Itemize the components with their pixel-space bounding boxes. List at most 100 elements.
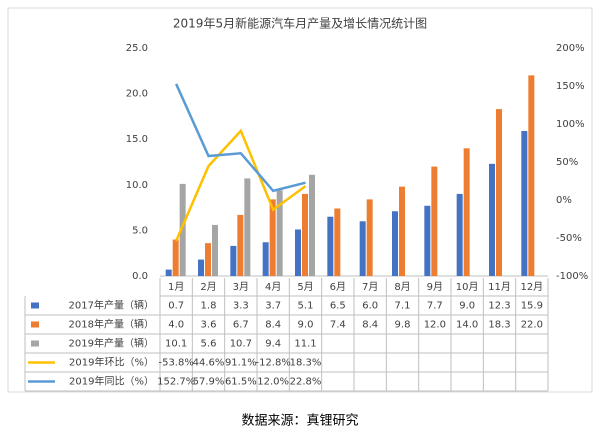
bar (269, 199, 276, 276)
table-cell: 14.0 (456, 320, 478, 331)
table-cell: 22.8% (290, 377, 322, 388)
x-tick-label: 10月 (456, 281, 479, 293)
table-cell: 1.8 (201, 301, 217, 312)
table-cell: 12.0 (424, 320, 446, 331)
x-tick-label: 11月 (488, 281, 511, 293)
table-cell: 6.7 (233, 320, 249, 331)
legend-label: 2019年产量（辆） (69, 337, 154, 350)
line (175, 83, 306, 193)
legend-label: 2019年同比（%） (69, 375, 154, 388)
table-cell: 57.9% (193, 377, 225, 388)
y-tick-label: 0.0 (132, 271, 148, 282)
table-cell: 9.4 (265, 339, 281, 350)
table-cell: 152.7% (157, 377, 195, 388)
bar (172, 239, 179, 276)
table-cell: 18.3% (290, 358, 322, 369)
table-cell: 8.4 (362, 320, 378, 331)
chart-title: 2019年5月新能源汽车月产量及增长情况统计图 (173, 16, 427, 31)
bar (521, 130, 528, 276)
y2-tick-label: 0% (556, 195, 572, 206)
table-cell: 7.4 (330, 320, 346, 331)
table-cell: 5.6 (201, 339, 217, 350)
bar (309, 174, 315, 276)
y2-tick-label: -100% (556, 271, 588, 282)
table-cell: 3.3 (233, 301, 249, 312)
table-cell: -12.8% (255, 358, 290, 369)
bar (431, 166, 438, 276)
bar (366, 199, 373, 276)
bar (424, 205, 431, 276)
bar (276, 190, 283, 276)
table-cell: 3.6 (201, 320, 217, 331)
bar (302, 193, 308, 276)
y2-tick-label: 150% (556, 81, 585, 92)
x-tick-label: 3月 (233, 281, 249, 293)
bar (456, 193, 463, 276)
legend-swatch (31, 321, 39, 328)
line (175, 128, 307, 242)
y2-tick-label: 200% (556, 43, 585, 54)
bar (392, 211, 398, 276)
x-tick-label: 5月 (297, 281, 313, 293)
table-cell: 10.1 (165, 339, 187, 350)
x-tick-label: 6月 (330, 281, 346, 293)
bar (179, 183, 186, 276)
bar (237, 214, 244, 276)
y2-tick-label: -50% (556, 233, 582, 244)
table-cell: 15.9 (521, 301, 543, 312)
table-cell: 9.0 (298, 320, 314, 331)
bar (205, 243, 211, 276)
table-cell: 61.5% (225, 377, 257, 388)
table-cell: 10.7 (230, 339, 252, 350)
bar (528, 75, 535, 276)
table-cell: 91.1% (225, 358, 257, 369)
legend-label: 2019年环比（%） (69, 356, 154, 369)
legend-swatch (31, 340, 39, 347)
x-tick-label: 2月 (200, 281, 216, 293)
table-cell: 3.7 (265, 301, 281, 312)
legend-label: 2018年产量（辆） (69, 318, 154, 331)
table-cell: 9.8 (395, 320, 411, 331)
table-cell: 6.5 (330, 301, 346, 312)
table-cell: 7.7 (427, 301, 443, 312)
bar (496, 109, 502, 276)
y-tick-label: 20.0 (126, 89, 148, 100)
table-cell: 4.0 (168, 320, 184, 331)
x-tick-label: 9月 (427, 281, 443, 293)
bar (262, 242, 269, 276)
bar (399, 186, 405, 276)
source: 数据来源：真锂研究 (241, 414, 358, 429)
table-cell: 7.1 (395, 301, 411, 312)
table-cell: 12.0% (257, 377, 289, 388)
bar (489, 163, 495, 276)
table-cell: 11.1 (294, 339, 316, 350)
bar (244, 178, 251, 276)
bar (334, 208, 341, 276)
table-cell: -53.8% (158, 358, 193, 369)
legend-swatch (31, 302, 39, 309)
y2-tick-label: 100% (556, 119, 585, 130)
bar (327, 216, 334, 276)
table-cell: 12.3 (488, 301, 510, 312)
bar (295, 229, 301, 276)
y-tick-label: 25.0 (126, 43, 148, 54)
y-tick-label: 15.0 (126, 134, 148, 145)
bar (463, 148, 470, 276)
bar (230, 245, 237, 276)
table-cell: 6.0 (362, 301, 378, 312)
y-tick-label: 5.0 (132, 225, 148, 236)
y2-tick-label: 50% (556, 157, 578, 168)
bar (165, 269, 172, 276)
y-tick-label: 10.0 (126, 180, 148, 191)
x-tick-label: 12月 (520, 281, 543, 293)
table-cell: 44.6% (193, 358, 225, 369)
legend-label: 2017年产量（辆） (69, 299, 154, 312)
x-tick-label: 8月 (394, 281, 410, 293)
x-tick-label: 7月 (362, 281, 378, 293)
table-cell: 22.0 (521, 320, 543, 331)
table-cell: 0.7 (168, 301, 184, 312)
table-cell: 9.0 (459, 301, 475, 312)
x-tick-label: 1月 (168, 281, 184, 293)
table-cell: 5.1 (298, 301, 314, 312)
